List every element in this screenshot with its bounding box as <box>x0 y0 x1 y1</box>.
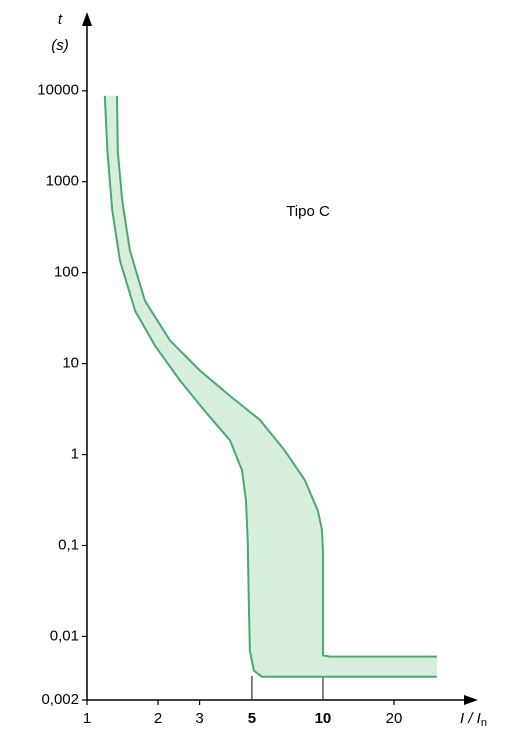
y-tick-label: 100 <box>54 264 79 281</box>
x-label-main: I / I <box>460 710 481 727</box>
x-tick-label: 2 <box>154 710 162 727</box>
y-tick-label: 1 <box>71 446 79 463</box>
annotation: Tipo C <box>286 203 330 220</box>
y-tick-label: 10 <box>62 355 79 372</box>
y-tick-label: 0,002 <box>41 691 79 708</box>
x-label-subscript: n <box>481 717 487 729</box>
curve <box>115 95 437 658</box>
x-tick-label: 3 <box>195 710 203 727</box>
curve <box>103 95 437 678</box>
y-axis-arrow <box>82 12 92 26</box>
x-tick-label: 10 <box>315 710 332 727</box>
y-label: t <box>58 11 63 28</box>
x-axis-arrow <box>464 695 478 705</box>
y-tick-label: 1000 <box>46 173 79 190</box>
band-fill <box>104 95 437 677</box>
y-tick-label: 10000 <box>37 82 79 99</box>
x-tick-label: 1 <box>83 710 91 727</box>
y-tick-label: 0,1 <box>58 536 79 553</box>
y-unit: (s) <box>51 37 69 54</box>
x-tick-label: 20 <box>386 710 403 727</box>
x-tick-label: 5 <box>248 710 256 727</box>
y-tick-label: 0,01 <box>50 627 79 644</box>
x-label: I / In <box>460 710 487 729</box>
